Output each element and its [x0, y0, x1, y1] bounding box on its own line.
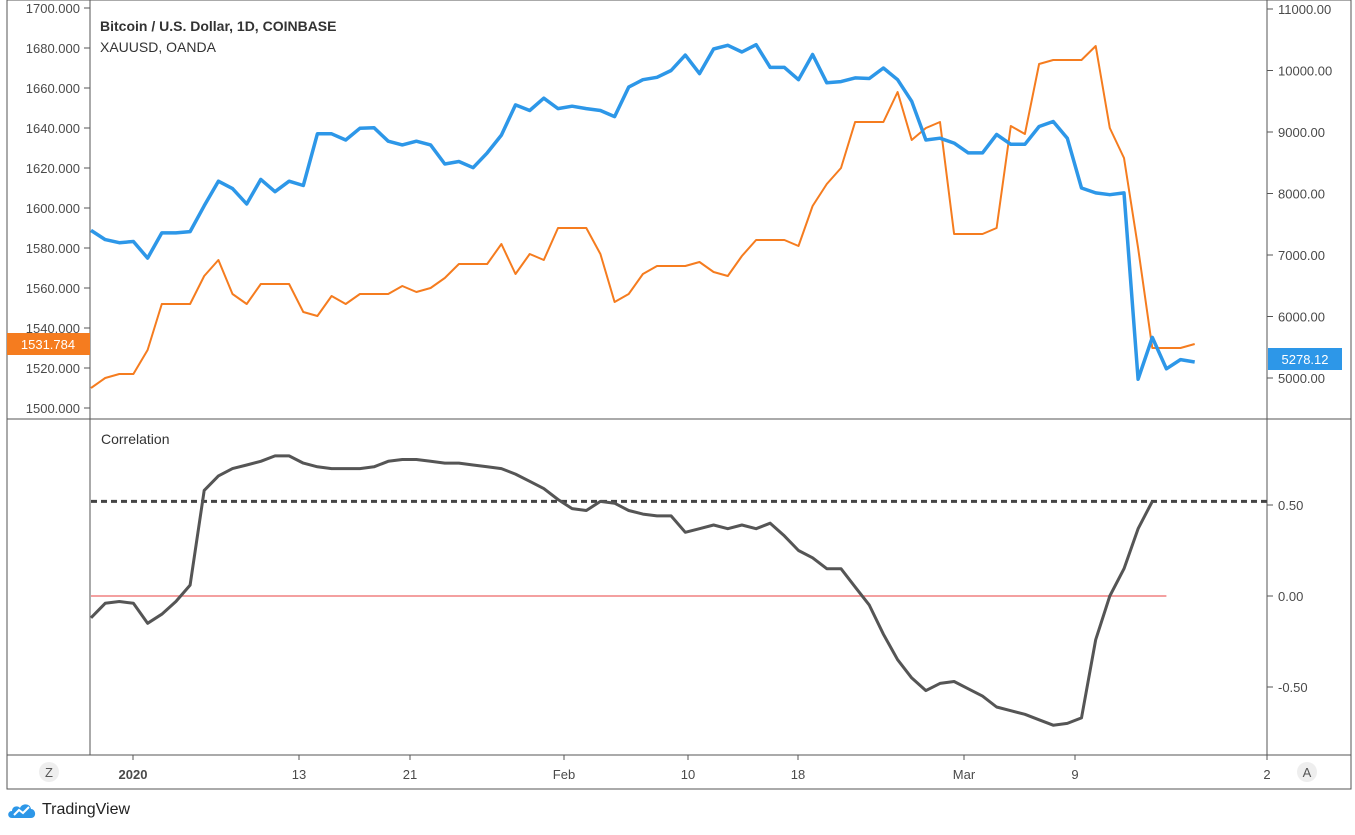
- time-tick-label: 10: [681, 767, 695, 782]
- left-tick-label: 1560.000: [26, 281, 80, 296]
- correlation-label: Correlation: [101, 431, 169, 447]
- right-tick-label: 10000.00: [1278, 64, 1332, 79]
- btc-last-value-badge: [1268, 348, 1342, 370]
- chart-frame: [6, 0, 1352, 790]
- time-tick-label: 9: [1071, 767, 1078, 782]
- time-tick-label: Feb: [553, 767, 575, 782]
- left-tick-label: 1640.000: [26, 121, 80, 136]
- left-tick-label: 1540.000: [26, 321, 80, 336]
- time-tick-label: 18: [791, 767, 805, 782]
- xau-series-line: [90, 45, 1195, 389]
- tradingview-cloud-icon: [8, 804, 36, 818]
- left-tick-label: 1600.000: [26, 201, 80, 216]
- correlation-tick-label: -0.50: [1278, 680, 1308, 695]
- correlation-tick-label: 0.00: [1278, 589, 1303, 604]
- left-tick-label: 1580.000: [26, 241, 80, 256]
- chart-title: Bitcoin / U.S. Dollar, 1D, COINBASE: [100, 18, 336, 34]
- time-tick-label: Mar: [953, 767, 976, 782]
- left-tick-label: 1500.000: [26, 401, 80, 416]
- right-tick-label: 6000.00: [1278, 310, 1325, 325]
- time-tick-label: 2: [1263, 767, 1270, 782]
- xau-last-value: 1531.784: [21, 337, 75, 352]
- xau-last-value-badge: [7, 333, 90, 355]
- btc-series-line: [90, 42, 1195, 381]
- right-tick-label: 8000.00: [1278, 187, 1325, 202]
- right-tick-label: 7000.00: [1278, 248, 1325, 263]
- btc-last-value: 5278.12: [1282, 352, 1329, 367]
- auto-scale-label: A: [1303, 765, 1312, 780]
- time-tick-label: 21: [403, 767, 417, 782]
- time-tick-label: 13: [292, 767, 306, 782]
- correlation-tick-label: 0.50: [1278, 498, 1303, 513]
- auto-scale-button[interactable]: [1297, 762, 1317, 782]
- left-tick-label: 1700.000: [26, 1, 80, 16]
- left-tick-label: 1660.000: [26, 81, 80, 96]
- left-tick-label: 1520.000: [26, 361, 80, 376]
- right-tick-label: 11000.00: [1278, 2, 1331, 17]
- left-tick-label: 1680.000: [26, 41, 80, 56]
- right-tick-label: 5000.00: [1278, 371, 1325, 386]
- right-tick-label: 9000.00: [1278, 125, 1325, 140]
- chart-subtitle: XAUUSD, OANDA: [100, 39, 217, 55]
- log-scale-label: Z: [45, 765, 53, 780]
- time-tick-label: 2020: [119, 767, 148, 782]
- tradingview-logo[interactable]: TradingView: [6, 800, 130, 820]
- correlation-series-line: [89, 454, 1154, 727]
- left-tick-label: 1620.000: [26, 161, 80, 176]
- brand-name: TradingView: [42, 801, 131, 818]
- log-scale-button[interactable]: [39, 762, 59, 782]
